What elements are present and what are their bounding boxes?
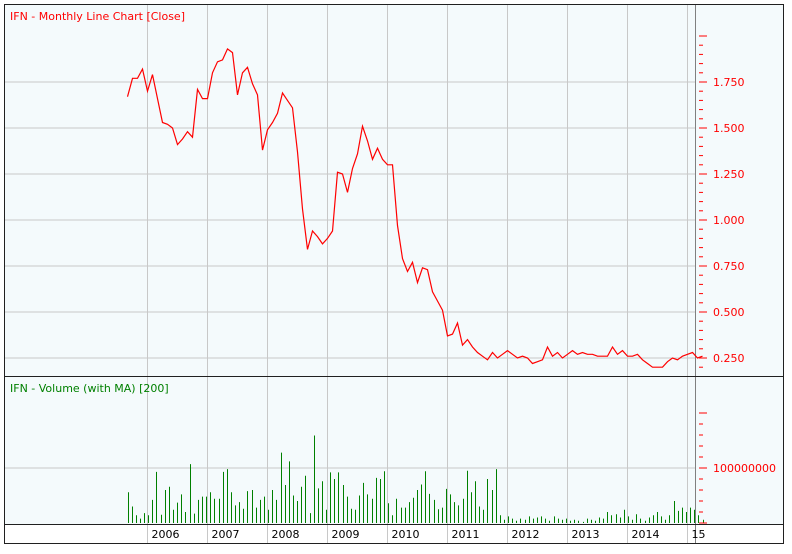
price-y-tick-label: 1.000	[713, 214, 745, 227]
x-tick-label: 2007	[212, 528, 240, 541]
price-y-tick-label: 1.250	[713, 168, 745, 181]
grid-layer	[5, 5, 696, 543]
price-panel-title: IFN - Monthly Line Chart [Close]	[10, 10, 185, 23]
x-tick-label: 2011	[452, 528, 480, 541]
price-y-tick-label: 0.250	[713, 352, 745, 365]
volume-y-tick-label: 100000000	[713, 462, 776, 475]
x-tick-label: 2006	[152, 528, 180, 541]
volume-layer	[128, 435, 704, 523]
x-tick-label: 2014	[632, 528, 660, 541]
x-tick-label: 2009	[332, 528, 360, 541]
price-y-tick-label: 1.500	[713, 122, 745, 135]
price-layer	[126, 47, 703, 368]
x-tick-label: 2013	[572, 528, 600, 541]
price-y-tick-label: 0.500	[713, 306, 745, 319]
close-price-line	[126, 47, 703, 368]
x-tick-label: 15	[692, 528, 706, 541]
volume-panel-background	[4, 377, 784, 524]
axis-layer: 2006 2007 2008 2009 2010 2011 2012 2013 2014 15 1.…	[152, 35, 776, 541]
x-tick-label: 2012	[512, 528, 540, 541]
price-y-tick-label: 1.750	[713, 76, 745, 89]
price-y-tick-label: 0.750	[713, 260, 745, 273]
volume-panel-title: IFN - Volume (with MA) [200]	[10, 382, 169, 395]
x-tick-label: 2010	[392, 528, 420, 541]
chart-border	[4, 4, 784, 544]
x-tick-label: 2008	[272, 528, 300, 541]
